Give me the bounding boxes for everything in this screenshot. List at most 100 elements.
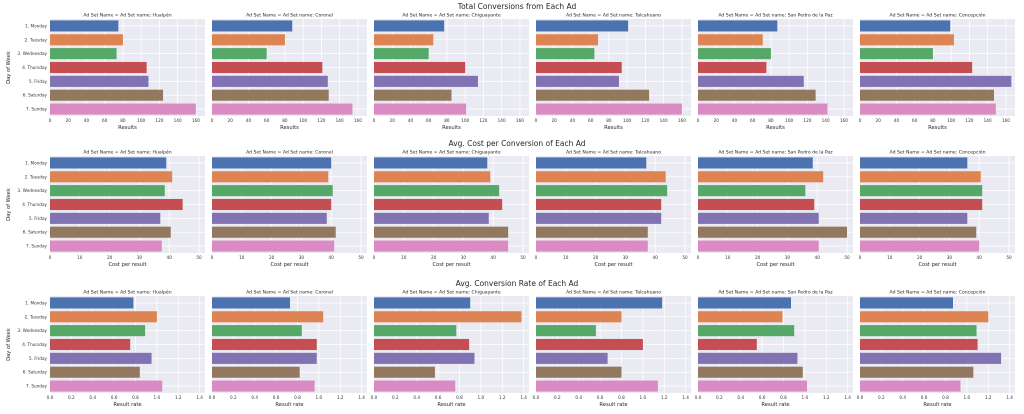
x-tick-label: 160 bbox=[516, 118, 524, 123]
bar-saturday bbox=[698, 89, 816, 101]
x-tick-label: 20 bbox=[66, 118, 72, 123]
x-tick-label: 0 bbox=[49, 118, 52, 123]
x-tick-label: 50 bbox=[196, 255, 202, 260]
panel-title: Ad Set Name = Ad Set name: San Pedro de … bbox=[718, 150, 833, 156]
x-tick-label: 1.4 bbox=[1006, 395, 1013, 400]
x-tick-label: 1.4 bbox=[358, 395, 365, 400]
chart-row-3: Avg. Conversion Rate of Each Ad Day of We… bbox=[6, 279, 1015, 408]
x-tick-label: 0.2 bbox=[230, 395, 237, 400]
y-tick-label: 1. Monday bbox=[25, 300, 47, 305]
y-tick-label: 7. Sunday bbox=[26, 384, 48, 389]
panel-title: Ad Set Name = Ad Set name: San Pedro de … bbox=[718, 13, 833, 19]
bar-tuesday bbox=[698, 171, 824, 183]
x-tick-label: 0.0 bbox=[371, 395, 378, 400]
x-tick-label: 0.8 bbox=[294, 395, 301, 400]
x-tick-label: 0.0 bbox=[695, 395, 702, 400]
x-tick-label: 0.8 bbox=[780, 395, 787, 400]
bar-thursday bbox=[536, 198, 662, 211]
x-tick-label: 0.4 bbox=[89, 395, 96, 400]
x-tick-label: 20 bbox=[755, 255, 761, 260]
x-axis-label: Result rate bbox=[599, 402, 627, 408]
y-tick-label: 2. Tuesday bbox=[25, 37, 48, 42]
panel-2-6: Ad Set Name = Ad Set name: Concepción 0 10… bbox=[859, 149, 1015, 268]
bar-wednesday bbox=[860, 185, 983, 197]
x-axis-label: Cost per result bbox=[756, 262, 794, 268]
x-axis-label: Result rate bbox=[437, 402, 465, 408]
bar-monday bbox=[212, 297, 291, 309]
x-tick-label: 20 bbox=[552, 118, 558, 123]
panel-3-3: Ad Set Name = Ad Set name: Chiguayante 0.… bbox=[371, 290, 529, 408]
bar-friday bbox=[50, 352, 152, 364]
x-tick-label: 30 bbox=[299, 255, 305, 260]
bar-thursday bbox=[536, 338, 643, 351]
bar-wednesday bbox=[698, 48, 771, 60]
bar-tuesday bbox=[212, 171, 329, 183]
bar-friday bbox=[698, 75, 804, 87]
y-axis-label: Day of Week bbox=[6, 51, 12, 84]
bar-saturday bbox=[860, 366, 974, 378]
bar-sunday bbox=[536, 103, 682, 115]
panel-1-1: Ad Set Name = Ad Set name: Hualpén 0 20 40 6… bbox=[17, 12, 205, 131]
x-tick-label: 20 bbox=[228, 118, 234, 123]
x-tick-label: 40 bbox=[732, 118, 738, 123]
bar-tuesday bbox=[50, 171, 173, 183]
x-tick-label: 80 bbox=[444, 118, 450, 123]
bar-monday bbox=[536, 157, 647, 169]
x-tick-label: 10 bbox=[239, 255, 245, 260]
bar-wednesday bbox=[374, 48, 429, 60]
y-tick-label: 4. Thursday bbox=[22, 342, 47, 347]
x-axis-label: Results bbox=[442, 125, 461, 131]
bar-saturday bbox=[374, 366, 435, 378]
x-tick-label: 1.4 bbox=[196, 395, 203, 400]
x-tick-label: 80 bbox=[120, 118, 126, 123]
bar-saturday bbox=[212, 89, 329, 101]
x-tick-label: 20 bbox=[431, 255, 437, 260]
panel-2-1: Ad Set Name = Ad Set name: Hualpén 0 10 20 3… bbox=[17, 149, 205, 268]
x-tick-label: 0.2 bbox=[878, 395, 885, 400]
x-tick-label: 80 bbox=[930, 118, 936, 123]
bar-wednesday bbox=[536, 185, 668, 197]
x-tick-label: 40 bbox=[815, 255, 821, 260]
x-tick-label: 0.4 bbox=[413, 395, 420, 400]
x-tick-label: 20 bbox=[876, 118, 882, 123]
x-tick-label: 140 bbox=[174, 118, 182, 123]
bar-friday bbox=[374, 212, 489, 224]
x-axis-label: Result rate bbox=[923, 402, 951, 408]
row-title: Total Conversions from Each Ad bbox=[457, 2, 577, 11]
x-tick-label: 1.4 bbox=[520, 395, 527, 400]
x-tick-label: 1.2 bbox=[823, 395, 830, 400]
bar-friday bbox=[860, 212, 968, 224]
bar-saturday bbox=[50, 366, 140, 378]
y-tick-label: 7. Sunday bbox=[26, 244, 48, 249]
panel-title: Ad Set Name = Ad Set name: San Pedro de … bbox=[718, 290, 833, 296]
x-tick-label: 0.8 bbox=[132, 395, 139, 400]
bar-friday bbox=[212, 352, 317, 364]
bar-thursday bbox=[50, 198, 183, 211]
x-tick-label: 100 bbox=[947, 118, 955, 123]
x-axis-label: Results bbox=[766, 125, 785, 131]
x-tick-label: 10 bbox=[887, 255, 893, 260]
bar-friday bbox=[860, 75, 1012, 87]
bar-tuesday bbox=[698, 34, 763, 46]
x-axis-label: Cost per result bbox=[432, 262, 470, 268]
y-tick-label: 3. Wednesday bbox=[17, 188, 47, 193]
y-tick-label: 3. Wednesday bbox=[17, 328, 47, 333]
x-tick-label: 160 bbox=[840, 118, 848, 123]
panel-title: Ad Set Name = Ad Set name: Coronel bbox=[246, 150, 333, 156]
bar-thursday bbox=[698, 198, 815, 211]
x-tick-label: 0.0 bbox=[857, 395, 864, 400]
panel-title: Ad Set Name = Ad Set name: Coronel bbox=[246, 13, 333, 19]
x-axis-label: Results bbox=[280, 125, 299, 131]
x-axis-label: Result rate bbox=[761, 402, 789, 408]
y-tick-label: 4. Thursday bbox=[22, 202, 47, 207]
x-tick-label: 140 bbox=[984, 118, 992, 123]
x-tick-label: 1.4 bbox=[844, 395, 851, 400]
panel-title: Ad Set Name = Ad Set name: Hualpén bbox=[83, 12, 171, 19]
x-tick-label: 140 bbox=[822, 118, 830, 123]
bar-monday bbox=[536, 297, 663, 309]
panel-3-5: Ad Set Name = Ad Set name: San Pedro de … bbox=[695, 290, 853, 408]
bar-monday bbox=[212, 157, 332, 169]
bar-thursday bbox=[374, 198, 503, 211]
panel-1-6: Ad Set Name = Ad Set name: Concepción 0 20… bbox=[859, 12, 1015, 131]
bar-saturday bbox=[698, 226, 848, 238]
